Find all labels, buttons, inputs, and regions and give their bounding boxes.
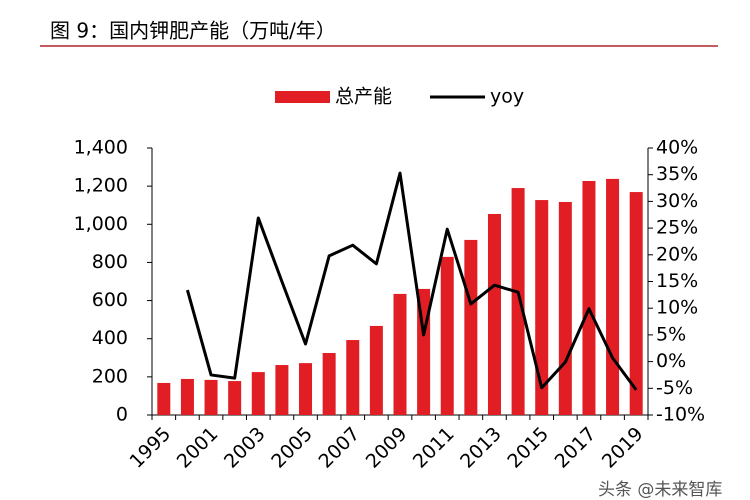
y2-tick-label: 25%	[656, 217, 698, 239]
bar	[393, 293, 407, 415]
x-tick-label: 2007	[314, 423, 364, 473]
chart-title: 图 9：国内钾肥产能（万吨/年）	[50, 19, 336, 43]
y2-tick-label: 35%	[656, 163, 698, 185]
y-tick-label: 800	[92, 251, 128, 273]
y2-tick-label: 10%	[656, 297, 698, 319]
y2-tick-label: 40%	[656, 137, 698, 159]
legend-label: 总产能	[335, 86, 392, 108]
bar	[464, 239, 478, 415]
bar	[440, 256, 454, 415]
x-tick-label: 2001	[173, 423, 223, 473]
y-tick-label: 0	[116, 404, 128, 426]
watermark: 头条 @未来智库	[598, 480, 722, 500]
y-tick-label: 1,000	[74, 213, 128, 235]
y2-tick-label: 5%	[656, 323, 686, 345]
y2-tick-label: -5%	[656, 377, 693, 399]
bar	[251, 372, 265, 415]
bar	[204, 379, 218, 415]
legend-swatch	[275, 91, 330, 103]
bar	[275, 365, 289, 415]
x-tick-label: 2009	[362, 423, 412, 473]
bar	[322, 353, 336, 415]
bar	[369, 325, 383, 415]
bar	[299, 363, 313, 415]
bar	[487, 213, 501, 415]
y2-tick-label: 0%	[656, 350, 686, 372]
y2-tick-label: 15%	[656, 270, 698, 292]
bar	[582, 180, 596, 415]
x-tick-label: 2011	[409, 423, 459, 473]
legend-label: yoy	[490, 86, 524, 108]
y2-tick-label: -10%	[656, 404, 705, 426]
y2-tick-label: 30%	[656, 190, 698, 212]
x-tick-label: 2017	[551, 423, 601, 473]
bar	[558, 201, 572, 415]
y2-tick-label: 20%	[656, 243, 698, 265]
y-tick-label: 200	[92, 365, 128, 387]
bar	[180, 378, 194, 415]
y-tick-label: 1,200	[74, 175, 128, 197]
bar	[606, 178, 620, 415]
y-tick-label: 600	[92, 289, 128, 311]
x-tick-label: 2013	[456, 423, 506, 473]
x-tick-label: 2005	[267, 423, 317, 473]
bar	[511, 188, 525, 415]
x-tick-label: 2019	[598, 423, 648, 473]
x-tick-label: 1995	[125, 423, 175, 473]
line	[185, 171, 638, 391]
x-tick-label: 2015	[503, 423, 553, 473]
bar	[228, 381, 242, 415]
bar	[535, 200, 549, 415]
bar	[346, 340, 360, 415]
bar	[157, 382, 171, 415]
y-tick-label: 1,400	[74, 137, 128, 159]
x-tick-label: 2003	[220, 423, 270, 473]
y-tick-label: 400	[92, 327, 128, 349]
bar	[629, 192, 643, 415]
